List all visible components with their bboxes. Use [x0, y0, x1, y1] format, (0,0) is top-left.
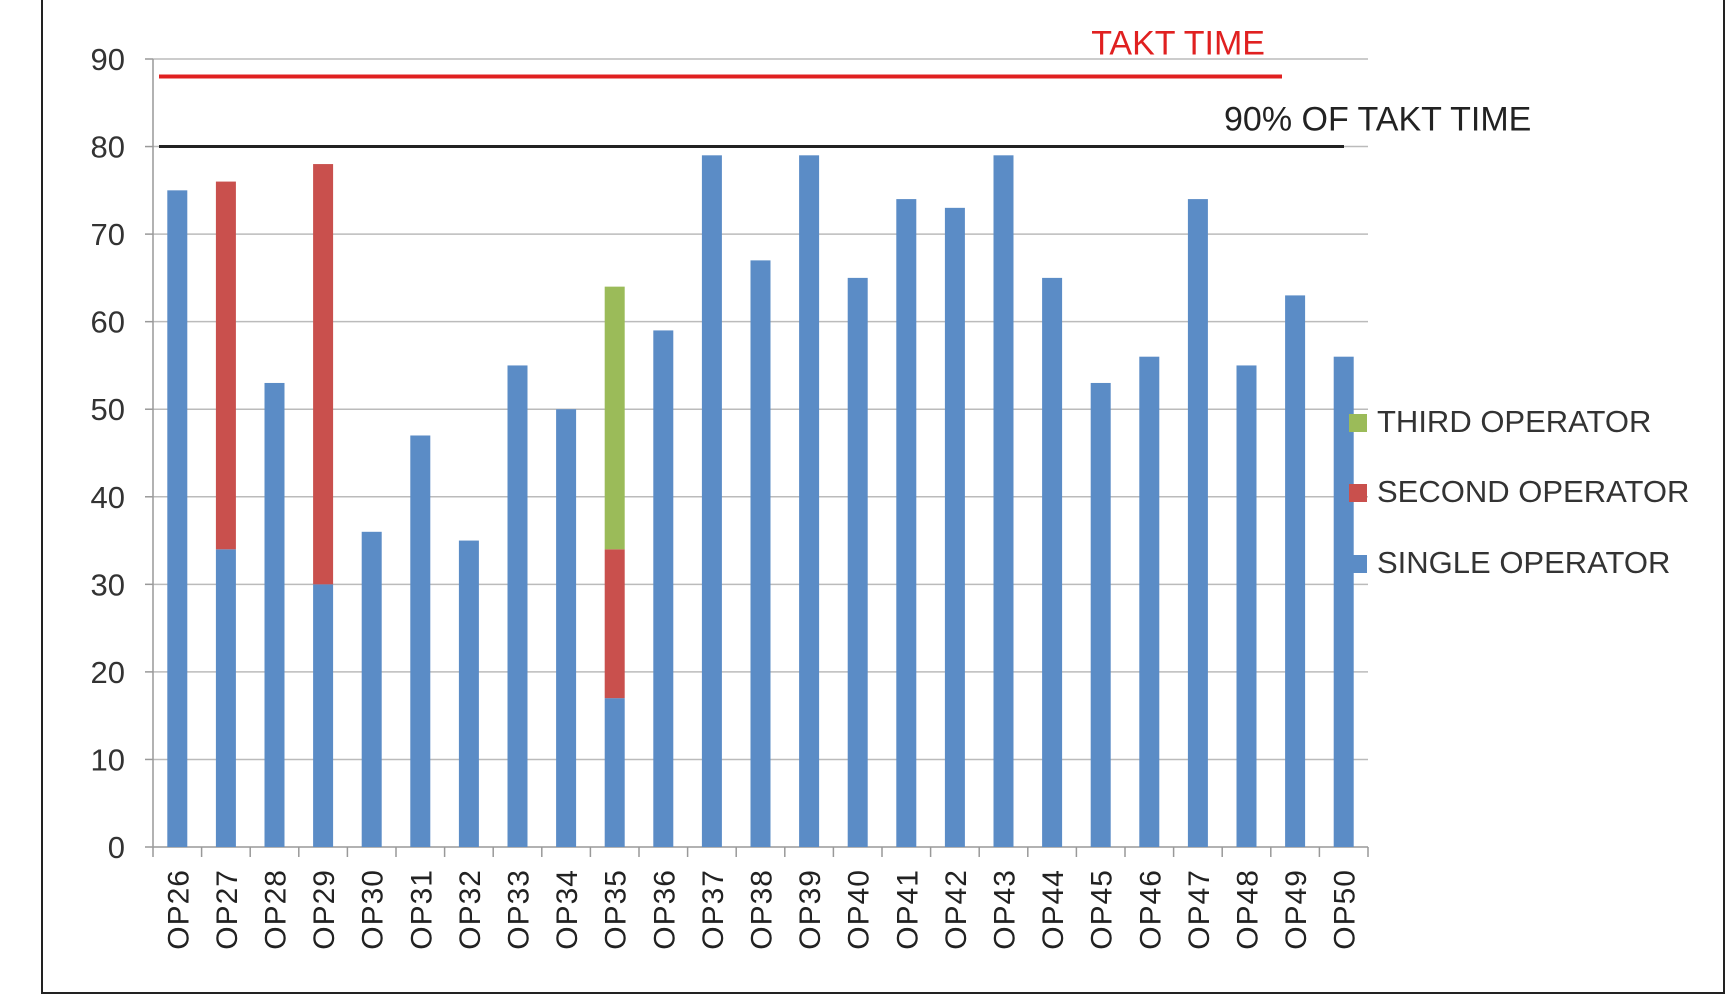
- y-tick-label: 70: [91, 217, 125, 252]
- x-tick-label: OP30: [357, 869, 390, 950]
- y-tick-label: 40: [91, 480, 125, 515]
- bar-single-operator: [896, 199, 917, 848]
- takt-time-label: TAKT TIME: [1091, 25, 1265, 63]
- bar-single-operator: [1236, 365, 1257, 847]
- y-tick-label: 0: [108, 830, 125, 865]
- bar-single-operator: [507, 365, 528, 847]
- x-tick-label: OP27: [211, 869, 244, 950]
- chart-frame: [41, 0, 1725, 994]
- bar-single-operator: [604, 698, 625, 847]
- x-tick-label: OP29: [308, 869, 341, 950]
- bar-single-operator: [750, 260, 771, 847]
- x-tick-label: OP35: [600, 869, 633, 950]
- bar-single-operator: [313, 584, 334, 847]
- bar-single-operator: [361, 531, 382, 847]
- x-tick-label: OP49: [1280, 869, 1313, 950]
- legend-label: SECOND OPERATOR: [1377, 474, 1689, 509]
- x-tick-label: OP46: [1134, 869, 1167, 950]
- x-tick-label: OP34: [551, 869, 584, 950]
- bar-single-operator: [556, 409, 577, 847]
- x-tick-label: OP50: [1329, 869, 1362, 950]
- bar-single-operator: [701, 155, 722, 848]
- bar-second-operator: [313, 164, 334, 585]
- y-tick-label: 20: [91, 655, 125, 690]
- legend-swatch: [1349, 555, 1367, 573]
- bar-single-operator: [410, 435, 431, 847]
- y-tick-label: 30: [91, 567, 125, 602]
- x-tick-label: OP41: [891, 869, 924, 950]
- x-tick-label: OP28: [260, 869, 293, 950]
- x-tick-label: OP48: [1232, 869, 1265, 950]
- y-tick-label: 10: [91, 742, 125, 777]
- bar-single-operator: [653, 330, 674, 847]
- x-tick-label: OP47: [1183, 869, 1216, 950]
- bar-single-operator: [993, 155, 1014, 848]
- bar-single-operator: [264, 382, 285, 847]
- bar-single-operator: [167, 190, 188, 848]
- x-tick-label: OP42: [940, 869, 973, 950]
- y-tick-label: 60: [91, 305, 125, 340]
- x-tick-label: OP36: [648, 869, 681, 950]
- bar-single-operator: [847, 277, 868, 847]
- bar-third-operator: [604, 286, 625, 550]
- bar-single-operator: [458, 540, 479, 847]
- x-tick-label: OP40: [843, 869, 876, 950]
- bar-single-operator: [944, 207, 965, 847]
- x-tick-label: OP38: [746, 869, 779, 950]
- x-tick-label: OP44: [1037, 869, 1070, 950]
- bar-single-operator: [1187, 199, 1208, 848]
- x-tick-label: OP39: [794, 869, 827, 950]
- bar-single-operator: [1285, 295, 1306, 847]
- legend-swatch: [1349, 414, 1367, 432]
- bar-single-operator: [799, 155, 820, 848]
- legend-label: THIRD OPERATOR: [1377, 404, 1651, 439]
- ninety-percent-takt-label: 90% OF TAKT TIME: [1224, 101, 1531, 139]
- bar-single-operator: [1139, 356, 1160, 847]
- x-tick-label: OP45: [1086, 869, 1119, 950]
- x-tick-label: OP26: [162, 869, 195, 950]
- x-tick-label: OP43: [989, 869, 1022, 950]
- bar-second-operator: [215, 181, 236, 550]
- bar-single-operator: [1090, 382, 1111, 847]
- x-tick-label: OP37: [697, 869, 730, 950]
- bar-second-operator: [604, 549, 625, 699]
- y-tick-label: 50: [91, 392, 125, 427]
- y-tick-label: 90: [91, 42, 125, 77]
- bar-single-operator: [215, 549, 236, 847]
- x-tick-label: OP33: [503, 869, 536, 950]
- bar-single-operator: [1333, 356, 1354, 847]
- x-tick-label: OP32: [454, 869, 487, 950]
- legend-swatch: [1349, 484, 1367, 502]
- bar-single-operator: [1042, 277, 1063, 847]
- x-tick-label: OP31: [405, 869, 438, 950]
- y-tick-label: 80: [91, 130, 125, 165]
- legend-label: SINGLE OPERATOR: [1377, 545, 1670, 580]
